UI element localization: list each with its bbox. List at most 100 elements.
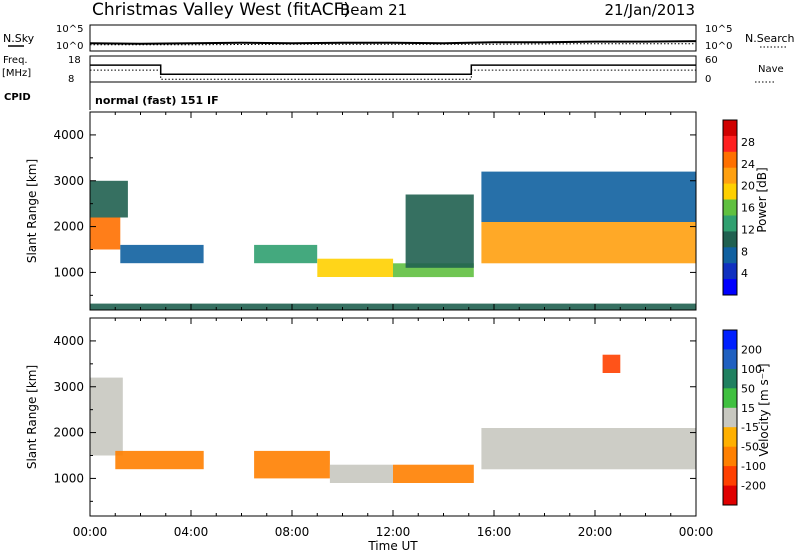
heatmap-cell	[481, 171, 696, 222]
nsky-series	[89, 40, 697, 46]
series-line-nave	[90, 69, 696, 80]
colorbar-swatch	[723, 183, 737, 200]
colorbar-tick-label: 15	[741, 402, 755, 415]
colorbar-tick-label: -200	[741, 480, 766, 493]
colorbar-swatch	[723, 368, 737, 389]
colorbar-swatch	[723, 151, 737, 169]
cpid-label: CPID	[4, 92, 31, 103]
y-tick-label: 3000	[53, 380, 84, 394]
colorbar-tick-label: -50	[741, 441, 759, 454]
velocity-colorbar-label: Velocity [m s⁻¹]	[757, 363, 771, 456]
velocity-heatmap	[90, 354, 696, 483]
beam-label: Beam 21	[340, 1, 407, 19]
colorbar-swatch	[723, 120, 737, 137]
colorbar-tick-label: -100	[741, 460, 766, 473]
x-tick-label: 20:00	[578, 525, 613, 539]
series-line-nsearch	[90, 43, 696, 46]
heatmap-cell	[393, 464, 474, 483]
nsearch-label: N.Search	[745, 32, 795, 45]
nave-tick-top: 60	[705, 55, 718, 66]
heatmap-cell	[602, 354, 621, 373]
colorbar-swatch	[723, 407, 737, 428]
power-ylabel: Slant Range [km]	[25, 159, 39, 263]
nave-tick-bottom: 0	[705, 74, 711, 85]
colorbar-tick-label: 4	[741, 267, 748, 280]
y-tick-label: 1000	[53, 471, 84, 485]
nsky-right-tick-bottom: 10^0	[705, 41, 732, 52]
series-line-nsky	[89, 40, 697, 45]
colorbar-swatch	[723, 135, 737, 153]
heatmap-cell	[90, 377, 123, 456]
colorbar-tick-label: 8	[741, 245, 748, 258]
power-colorbar-label: Power [dB]	[755, 167, 769, 232]
y-tick-label: 2000	[53, 426, 84, 440]
heatmap-cell	[254, 450, 330, 479]
y-tick-label: 3000	[53, 174, 84, 188]
power-colorbar: 28 24 20 16 12 8 4	[722, 119, 755, 296]
heatmap-cell	[254, 244, 318, 264]
colorbar-tick-label: 24	[741, 158, 755, 171]
series-line-freq	[90, 64, 696, 75]
cpid-value: normal (fast) 151 IF	[95, 94, 219, 107]
velocity-ylabel: Slant Range [km]	[25, 365, 39, 469]
colorbar-swatch	[723, 231, 737, 248]
colorbar-swatch	[723, 167, 737, 185]
colorbar-swatch	[723, 485, 737, 506]
colorbar-swatch	[723, 330, 737, 350]
colorbar-tick-label: 100	[741, 363, 762, 376]
colorbar-frame	[722, 119, 738, 296]
velocity-panel-frame	[89, 317, 697, 517]
nsky-label: N.Sky	[3, 32, 35, 45]
radar-title: Christmas Valley West (fitACF)	[92, 0, 350, 20]
x-tick-label: 00:00	[679, 525, 714, 539]
velocity-axes: 1000 2000 3000 4000	[53, 318, 697, 516]
colorbar-swatch	[723, 427, 737, 448]
colorbar-swatch	[723, 388, 737, 409]
heatmap-cell	[120, 244, 204, 264]
freq-label: Freq.	[3, 55, 28, 66]
heatmap-cell	[90, 180, 128, 218]
colorbar-swatch	[723, 199, 737, 216]
colorbar-tick-label: 28	[741, 136, 755, 149]
freq-tick-bottom: 8	[68, 74, 74, 85]
freq-unit: [MHz]	[2, 68, 31, 79]
y-tick-label: 1000	[53, 265, 84, 279]
heatmap-cell	[115, 450, 204, 470]
nsky-right-tick-top: 10^5	[705, 24, 732, 35]
heatmap-cell	[329, 464, 393, 483]
freq-nave-series	[90, 64, 696, 80]
nsky-panel	[89, 24, 697, 52]
nsky-tick-bottom: 10^0	[56, 41, 83, 52]
y-tick-label: 4000	[53, 128, 84, 142]
colorbar-swatch	[723, 279, 737, 296]
heatmap-cell	[317, 258, 394, 277]
velocity-colorbar: 200 100 50 15 -15 -50 -100 -200	[722, 329, 766, 506]
nsky-tick-top: 10^5	[56, 24, 83, 35]
colorbar-swatch	[723, 215, 737, 232]
colorbar-tick-label: -15	[741, 421, 759, 434]
heatmap-cell	[481, 222, 696, 264]
date-label: 21/Jan/2013	[605, 1, 696, 19]
x-tick-label: 04:00	[174, 525, 209, 539]
nave-label: Nave	[758, 64, 784, 75]
power-heatmap	[90, 171, 696, 310]
colorbar-swatch	[723, 446, 737, 467]
heatmap-cell	[90, 217, 121, 250]
colorbar-swatch	[723, 466, 737, 486]
colorbar-tick-label: 200	[741, 343, 762, 356]
y-tick-label: 4000	[53, 334, 84, 348]
x-tick-label: 16:00	[477, 525, 512, 539]
colorbar-swatch	[723, 349, 737, 370]
colorbar-tick-label: 50	[741, 382, 755, 395]
colorbar-swatch	[723, 247, 737, 264]
time-axis-ticks: 00:00 04:00 08:00 12:00 16:00 20:00 00:00	[73, 525, 714, 539]
heatmap-cell	[481, 428, 696, 470]
colorbar-tick-label: 12	[741, 223, 755, 236]
x-tick-label: 08:00	[275, 525, 310, 539]
y-tick-label: 2000	[53, 220, 84, 234]
freq-panel	[89, 55, 697, 83]
colorbar-swatch	[723, 263, 737, 280]
power-axes: 1000 2000 3000 4000	[53, 112, 697, 310]
x-tick-label: 12:00	[376, 525, 411, 539]
